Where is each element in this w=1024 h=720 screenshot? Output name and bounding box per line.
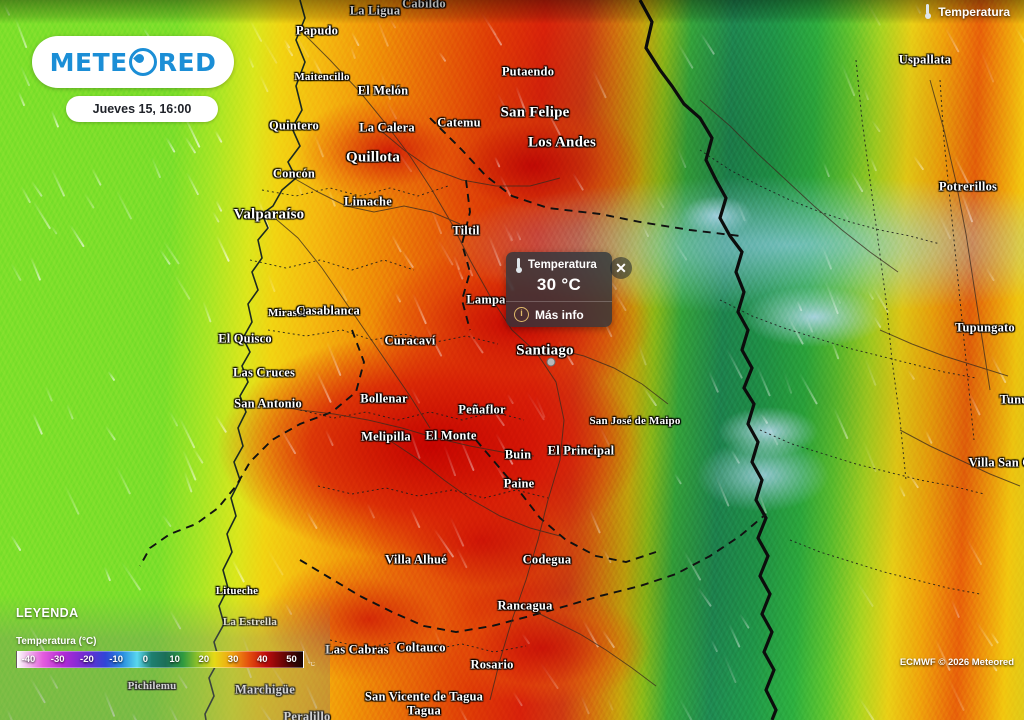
popup-divider [506, 301, 612, 302]
city-label: Tiltil [452, 223, 480, 238]
city-label: San Felipe [500, 104, 570, 121]
city-label: Lampa [466, 292, 506, 307]
city-label: Buin [504, 447, 532, 462]
city-label: Peñaflor [458, 402, 506, 417]
map-attribution: ECMWF © 2026 Meteored [899, 657, 1014, 668]
city-label: Paine [503, 476, 535, 491]
city-label: El Melón [357, 83, 409, 98]
legend-tick: -10 [109, 654, 124, 665]
date-time-label: Jueves 15, 16:00 [92, 102, 192, 116]
legend-subtitle: Temperatura (°C) [16, 636, 97, 647]
city-label: Las Cabras [325, 642, 389, 657]
city-label: Quintero [269, 118, 319, 133]
santiago-marker [546, 357, 556, 367]
legend-color-scale: °C -40 -30 -20 -10 0 10 20 30 40 50 [16, 651, 315, 668]
close-glyph: ✕ [615, 260, 627, 276]
city-label: Los Andes [527, 134, 597, 151]
city-label: Curacaví [384, 333, 436, 348]
logo-wordmark: METE RED [50, 48, 217, 77]
city-label: Villa Alhué [385, 552, 447, 567]
city-label: El Principal [547, 443, 615, 458]
city-label: Coltauco [396, 640, 446, 655]
legend-tick: -20 [80, 654, 94, 665]
city-label: San José de Maipo [589, 415, 681, 427]
date-time-pill[interactable]: Jueves 15, 16:00 [66, 96, 218, 122]
popup-value-row: Temperatura 30 °C [506, 252, 612, 301]
legend-tick: 20 [198, 654, 210, 665]
popup-title-row: Temperatura [514, 258, 604, 273]
city-label: Casablanca [296, 303, 360, 318]
city-label: Papudo [295, 23, 339, 38]
logo-droplet-icon [128, 48, 157, 76]
city-label: Maitencillo [294, 71, 350, 83]
legend-tick: 30 [227, 654, 239, 665]
popup-temperature-value: 30 °C [536, 275, 582, 294]
city-label: Las Cruces [232, 365, 296, 380]
city-label: Putaendo [501, 64, 555, 79]
legend-tick: -40 [21, 654, 36, 665]
city-label: Tupungato [955, 320, 1015, 335]
legend-tick: 50 [286, 654, 297, 665]
city-label: Santiago [516, 342, 574, 359]
legend-panel: LEYENDA Temperatura (°C) °C -40 -30 -20 -10… [16, 606, 315, 668]
legend-unit-note: °C [308, 662, 315, 668]
top-scrim [0, 0, 1024, 24]
popup-title: Temperatura [528, 259, 597, 272]
logo-text-left: METE [49, 47, 128, 77]
city-label: Melipilla [361, 429, 411, 444]
active-layer-label: Temperatura [938, 4, 1010, 19]
active-layer-chip[interactable]: Temperatura [923, 4, 1010, 19]
legend-title: LEYENDA [16, 606, 79, 620]
city-label: Rosario [470, 657, 514, 672]
city-label: San Vicente de Tagua [364, 689, 484, 704]
city-label: Limache [344, 194, 392, 209]
city-label: Concón [272, 166, 316, 181]
city-label: Bollenar [360, 391, 408, 406]
city-label: Mirasol [267, 307, 307, 319]
legend-tick: -30 [50, 654, 65, 665]
city-label: El Quisco [218, 331, 272, 346]
city-label: La Calera [359, 120, 415, 135]
city-label: El Monte [425, 428, 477, 443]
city-label: Quillota [345, 149, 401, 166]
close-icon[interactable]: ✕ [610, 257, 632, 279]
temperature-popup[interactable]: Temperatura 30 °C i Más info [506, 252, 612, 327]
info-icon: i [514, 307, 529, 322]
city-label: San Antonio [234, 396, 302, 411]
city-label: Catemu [437, 115, 481, 130]
city-label: Tunu [999, 392, 1024, 407]
thermometer-icon [514, 258, 523, 273]
legend-tick: 0 [142, 654, 149, 665]
popup-more-info-label: Más info [535, 307, 584, 322]
logo-text-right: RED [157, 47, 217, 77]
city-label: Codegua [522, 552, 572, 567]
popup-more-info[interactable]: i Más info [506, 302, 612, 327]
legend-tick: 10 [169, 654, 180, 665]
city-label: Villa San C [968, 455, 1024, 470]
city-label: Uspallata [898, 52, 952, 67]
legend-tick: 40 [257, 654, 268, 665]
thermometer-icon [923, 4, 932, 19]
city-label: Valparaíso [233, 206, 305, 223]
city-label: Rancagua [497, 598, 553, 613]
meteored-logo[interactable]: METE RED [32, 36, 234, 88]
city-label: Tagua [407, 703, 441, 718]
city-label: Potrerillos [938, 179, 998, 194]
